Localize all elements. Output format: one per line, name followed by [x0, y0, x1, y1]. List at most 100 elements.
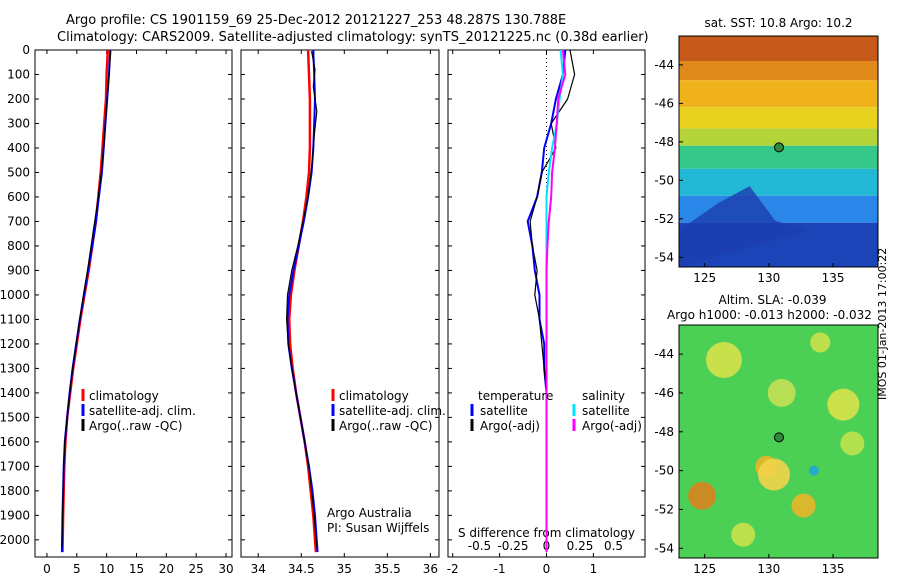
depth-tick-label: 500	[7, 165, 30, 179]
difference-series-s-argo-adj-	[545, 49, 567, 553]
difference-xtick-label: -1	[494, 562, 506, 576]
salinity-xtick-label: 36	[423, 562, 438, 576]
sla-map-subtitle: Argo h1000: -0.013 h2000: -0.032	[667, 308, 872, 322]
sla-map-title: Altim. SLA: -0.039	[718, 293, 826, 307]
sst_map-xtick-label: 125	[693, 271, 716, 285]
difference-xtick-label: -2	[447, 562, 459, 576]
temperature-legend-label: satellite-adj. clim.	[89, 404, 196, 418]
depth-tick-label: 700	[7, 214, 30, 228]
legend-salinity-label: Argo(-adj)	[582, 419, 642, 433]
depth-tick-label: 1600	[0, 435, 30, 449]
depth-tick-label: 900	[7, 263, 30, 277]
sst-band	[679, 145, 878, 169]
sla-anomaly-blob	[767, 378, 796, 407]
sla_map-xtick-label: 125	[693, 562, 716, 576]
temperature-xtick-label: 5	[73, 562, 81, 576]
sla_map-ytick-label: -54	[654, 541, 674, 555]
depth-tick-label: 1100	[0, 312, 30, 326]
temperature-xtick-label: 30	[218, 562, 233, 576]
argo-position-marker	[773, 142, 784, 153]
salinity-frame	[240, 49, 440, 558]
sla-anomaly-blob	[731, 522, 756, 547]
sla-anomaly-blob	[688, 481, 717, 510]
sdiff-tick-label: -0.5	[468, 539, 491, 553]
sdiff-tick-label: -0.25	[497, 539, 528, 553]
depth-tick-label: 1700	[0, 459, 30, 473]
sst_map-panel: 125 130 135 -44 -46 -48 -50 -52 -54 sat. SST: 10.…	[654, 16, 879, 285]
sst_map-xtick-label: 135	[822, 271, 845, 285]
sla-anomaly-blob	[791, 493, 816, 518]
sst-band	[679, 168, 878, 196]
salinity-legend-label: climatology	[339, 389, 409, 403]
legend-temperature-title: temperature	[478, 389, 553, 403]
sst-map-title: sat. SST: 10.8 Argo: 10.2	[704, 16, 852, 30]
depth-tick-label: 1800	[0, 484, 30, 498]
sst-band	[679, 80, 878, 108]
salinity-series-argo-raw-qc-	[286, 51, 318, 548]
depth-tick-label: 600	[7, 190, 30, 204]
sdiff-tick-label: 0.25	[567, 539, 594, 553]
legend-salinity-label: satellite	[582, 404, 630, 418]
sst_map-ytick-label: -46	[654, 96, 674, 110]
sla-anomaly-blob	[758, 458, 791, 491]
sst-band	[679, 128, 878, 146]
salinity-xtick-label: 35	[337, 562, 352, 576]
depth-tick-label: 1400	[0, 386, 30, 400]
figure-title-line1: Argo profile: CS 1901159_69 25-Dec-2012 …	[66, 13, 567, 28]
temperature-frame	[34, 49, 233, 558]
sst_map-ytick-label: -52	[654, 212, 674, 226]
depth-tick-label: 1900	[0, 508, 30, 522]
depth-tick-label: 1000	[0, 288, 30, 302]
difference-xtick-label: 1	[590, 562, 598, 576]
depth-tick-label: 2000	[0, 533, 30, 547]
salinity-xtick-label: 34	[251, 562, 266, 576]
depth-tick-label: 1200	[0, 337, 30, 351]
sst-band	[679, 36, 878, 62]
sst_map-ytick-label: -50	[654, 173, 674, 187]
salinity-legend-label: satellite-adj. clim.	[339, 404, 446, 418]
sst_map-ytick-label: -54	[654, 250, 674, 264]
sla_map-ytick-label: -44	[654, 347, 674, 361]
temperature-xtick-label: 25	[189, 562, 204, 576]
legend-temperature-label: Argo(-adj)	[480, 419, 540, 433]
salinity-panel: 3434.53535.536salinityclimatologysatelli…	[240, 49, 446, 580]
sla-anomaly-blob	[827, 388, 860, 421]
sst-band	[679, 107, 878, 129]
legend-temperature-label: satellite	[480, 404, 528, 418]
figure-title-line2: Climatology: CARS2009. Satellite-adjuste…	[57, 30, 649, 45]
argo-position-marker	[773, 432, 784, 443]
sla-anomaly-blob	[840, 431, 865, 456]
depth-tick-label: 100	[7, 67, 30, 81]
depth-tick-label: 300	[7, 116, 30, 130]
temperature-xtick-label: 10	[99, 562, 114, 576]
sla_map-frame	[678, 324, 879, 559]
annotation-line: PI: Susan Wijffels	[327, 521, 429, 535]
sla-anomaly-blob	[810, 332, 831, 353]
salinity-legend-label: Argo(..raw -QC)	[339, 419, 432, 433]
sla_map-panel: 125 130 135 -44 -46 -48 -50 -52 -54 Altim. SLA: -…	[654, 293, 879, 576]
depth-tick-label: 400	[7, 141, 30, 155]
annotation-line: Argo Australia	[327, 506, 412, 520]
sla_map-ytick-label: -48	[654, 425, 674, 439]
sst-cold-tongue	[679, 186, 808, 267]
temperature-xtick-label: 0	[43, 562, 51, 576]
temperature-xtick-label: 15	[129, 562, 144, 576]
temperature-legend-label: Argo(..raw -QC)	[89, 419, 182, 433]
temperature-xtick-label: 20	[159, 562, 174, 576]
sst-band	[679, 61, 878, 81]
depth-tick-label: 200	[7, 92, 30, 106]
difference-xtick-label: 0	[543, 562, 551, 576]
sst_map-frame	[678, 35, 879, 268]
sla-anomaly-blob	[808, 465, 819, 476]
sst_map-ytick-label: -44	[654, 58, 674, 72]
temperature-panel: 0 5 10 15 20 25 300100200300400500600700800900…	[0, 43, 234, 580]
sla-anomaly-blob	[705, 341, 742, 378]
depth-tick-label: 1500	[0, 410, 30, 424]
depth-tick-label: 1300	[0, 361, 30, 375]
salinity-xtick-label: 35.5	[374, 562, 401, 576]
sla_map-ytick-label: -52	[654, 502, 674, 516]
sla_map-xtick-label: 135	[822, 562, 845, 576]
salinity-xtick-label: 34.5	[288, 562, 315, 576]
sdiff-tick-label: 0.5	[604, 539, 623, 553]
